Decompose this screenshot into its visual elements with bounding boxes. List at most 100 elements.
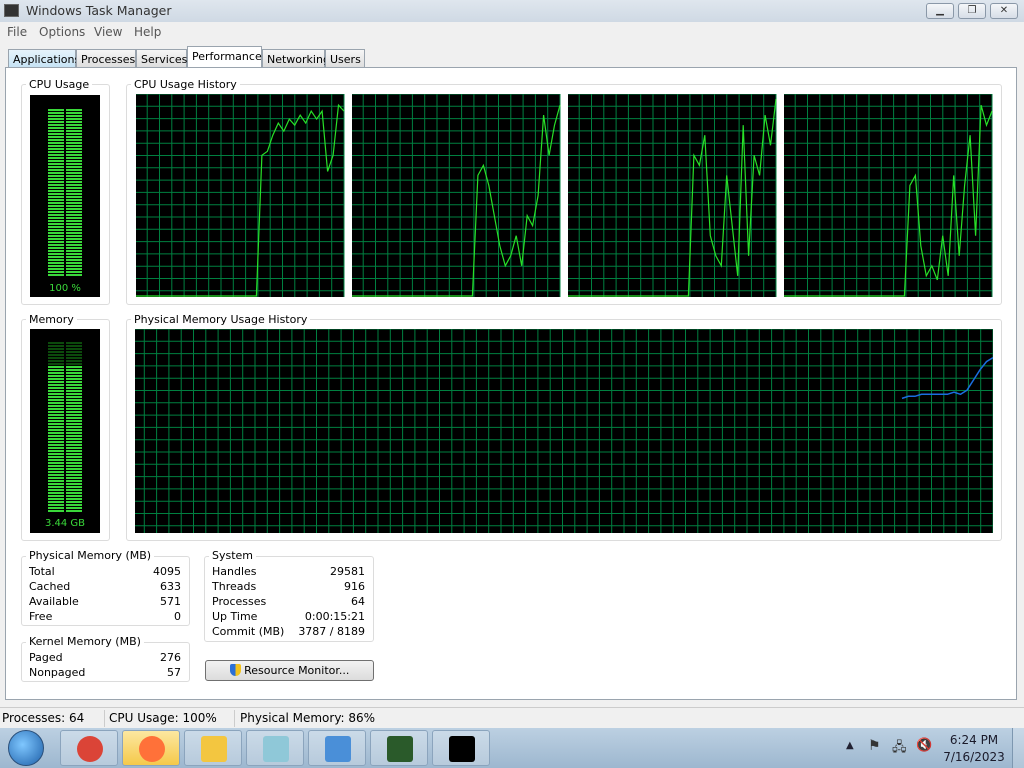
- tab-performance[interactable]: Performance: [187, 46, 262, 68]
- show-desktop-button[interactable]: [1012, 728, 1024, 768]
- meter-bar: [66, 450, 82, 452]
- meter-bar: [66, 184, 82, 186]
- meter-bar: [48, 238, 64, 240]
- minimize-button[interactable]: ▁: [926, 3, 954, 19]
- stat-label: Threads: [212, 580, 257, 593]
- graph-background: [568, 94, 776, 297]
- taskbar-notepad-button[interactable]: [246, 730, 304, 766]
- meter-bar: [48, 181, 64, 183]
- close-button[interactable]: ✕: [990, 3, 1018, 19]
- stat-value: 3787 / 8189: [298, 625, 365, 638]
- meter-bar: [48, 112, 64, 114]
- meter-bar: [66, 142, 82, 144]
- meter-bar: [48, 118, 64, 120]
- memory-history-graph: [135, 329, 993, 533]
- menu-options[interactable]: Options: [39, 25, 86, 39]
- meter-bar: [48, 160, 64, 162]
- stat-row: Commit (MB) 3787 / 8189: [212, 625, 365, 640]
- meter-bar: [48, 271, 64, 273]
- meter-bar: [48, 190, 64, 192]
- cpu-core-3-line: [568, 98, 777, 297]
- menu-help[interactable]: Help: [134, 25, 162, 39]
- meter-bar: [48, 465, 64, 467]
- tab-users[interactable]: Users: [325, 49, 365, 68]
- menu-bar: File Options View Help: [0, 22, 1024, 42]
- stat-label: Cached: [29, 580, 71, 593]
- tab-services[interactable]: Services: [136, 49, 187, 68]
- tab-networking[interactable]: Networking: [262, 49, 330, 68]
- meter-bar: [48, 169, 64, 171]
- meter-bar: [66, 208, 82, 210]
- meter-bar: [48, 145, 64, 147]
- stat-row: Paged 276: [29, 651, 181, 666]
- taskbar-mail-button[interactable]: [308, 730, 366, 766]
- stat-label: Free: [29, 610, 53, 623]
- physical-memory-title: Physical Memory (MB): [26, 549, 155, 562]
- meter-bar: [66, 348, 82, 350]
- notepad-icon: [263, 736, 289, 762]
- network-icon[interactable]: 🖧: [892, 740, 907, 755]
- cpu-history-label: CPU Usage History: [131, 78, 240, 91]
- explorer-icon: [201, 736, 227, 762]
- meter-bar: [66, 438, 82, 440]
- meter-bar: [66, 172, 82, 174]
- task-manager-icon: [387, 736, 413, 762]
- meter-bar: [66, 247, 82, 249]
- taskbar-task-manager-button[interactable]: [370, 730, 428, 766]
- menu-file[interactable]: File: [7, 25, 28, 39]
- meter-bar: [48, 396, 64, 398]
- meter-bar: [66, 256, 82, 258]
- cpu-usage-value: 100 %: [49, 283, 81, 294]
- tab-applications[interactable]: Applications: [8, 49, 80, 68]
- meter-bar: [48, 444, 64, 446]
- meter-bar: [66, 411, 82, 413]
- meter-bar: [66, 360, 82, 362]
- meter-bar: [66, 217, 82, 219]
- menu-view[interactable]: View: [94, 25, 123, 39]
- clock-time[interactable]: 6:24 PM: [949, 733, 999, 747]
- meter-bar: [66, 483, 82, 485]
- taskbar-explorer-button[interactable]: [184, 730, 242, 766]
- meter-bar: [48, 501, 64, 503]
- meter-bar: [48, 202, 64, 204]
- meter-bar: [66, 220, 82, 222]
- meter-bar: [48, 211, 64, 213]
- tab-processes[interactable]: Processes: [76, 49, 136, 68]
- taskbar-cmd-button[interactable]: [432, 730, 490, 766]
- stat-label: Up Time: [212, 610, 258, 623]
- meter-bar: [48, 342, 64, 344]
- resource-monitor-button[interactable]: Resource Monitor...: [205, 660, 374, 681]
- meter-bar: [48, 133, 64, 135]
- status-cpu: CPU Usage: 100%: [109, 711, 217, 725]
- meter-bar: [66, 259, 82, 261]
- meter-bar: [48, 384, 64, 386]
- meter-bar: [48, 489, 64, 491]
- meter-bar: [66, 226, 82, 228]
- stat-value: 571: [160, 595, 181, 608]
- clock-date[interactable]: 7/16/2023: [943, 750, 1005, 764]
- meter-bar: [66, 459, 82, 461]
- meter-bar: [48, 366, 64, 368]
- meter-bar: [66, 187, 82, 189]
- meter-bar: [48, 109, 64, 111]
- taskbar-chrome-button[interactable]: [60, 730, 118, 766]
- meter-bar: [48, 166, 64, 168]
- show-hidden-icons-button[interactable]: ▲: [846, 740, 854, 751]
- stat-row: Up Time 0:00:15:21: [212, 610, 365, 625]
- graph-background: [135, 329, 993, 533]
- meter-bar: [66, 112, 82, 114]
- taskbar-firefox-button[interactable]: [122, 730, 180, 766]
- meter-bar: [66, 196, 82, 198]
- meter-bar: [48, 456, 64, 458]
- stat-value: 0:00:15:21: [304, 610, 365, 623]
- start-button[interactable]: [8, 730, 44, 766]
- cmd-icon: [449, 736, 475, 762]
- meter-bar: [48, 196, 64, 198]
- meter-bar: [66, 181, 82, 183]
- restore-button[interactable]: ❐: [958, 3, 986, 19]
- meter-bar: [66, 474, 82, 476]
- meter-bar: [48, 220, 64, 222]
- action-center-flag-icon[interactable]: ⚑: [868, 738, 881, 754]
- meter-bar: [48, 414, 64, 416]
- volume-muted-icon[interactable]: 🔇: [916, 738, 933, 753]
